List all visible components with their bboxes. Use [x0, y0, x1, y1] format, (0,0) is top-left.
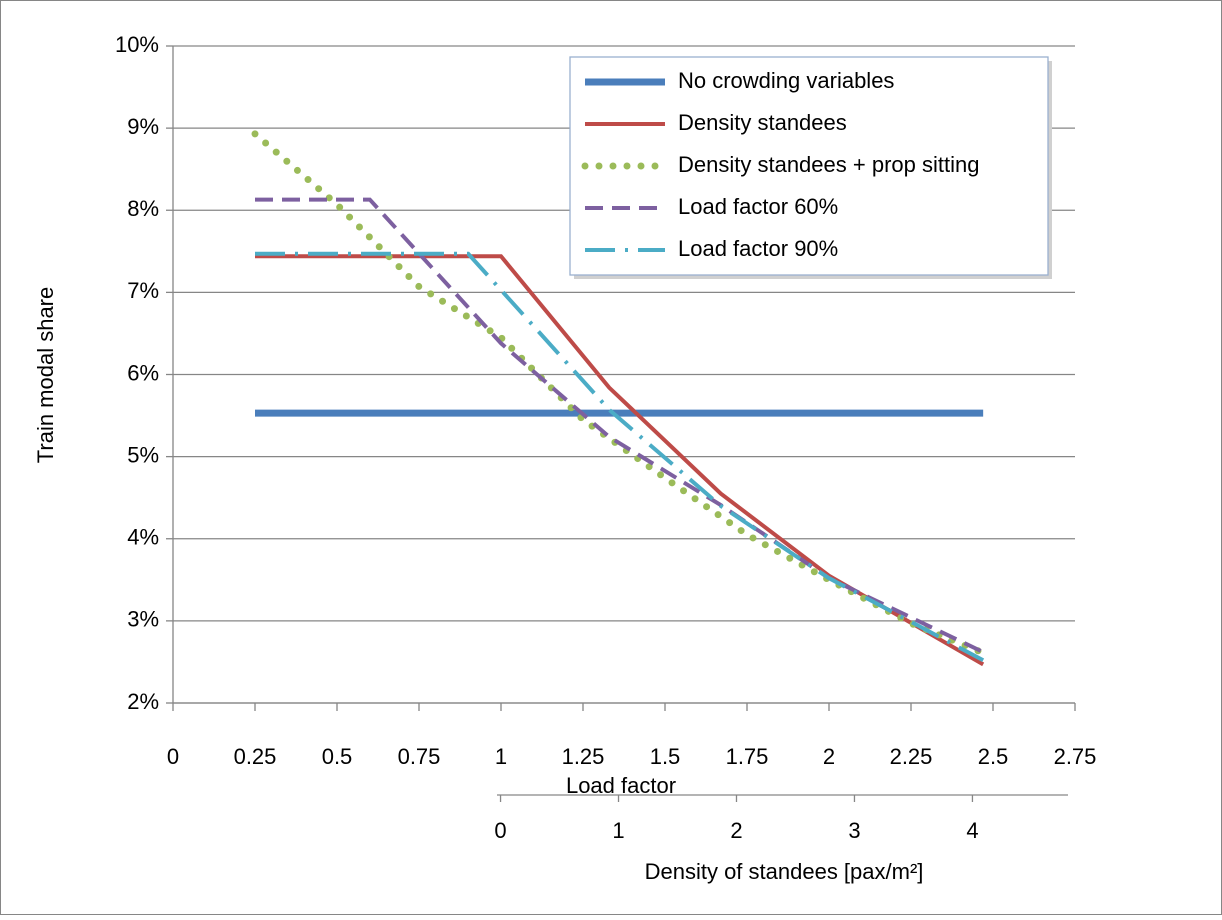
x-tick-label: 1.25 [562, 744, 605, 769]
y-tick-label: 5% [127, 442, 159, 467]
x-tick-label: 0 [167, 744, 179, 769]
legend-label: Load factor 60% [678, 194, 838, 219]
x-tick-label: 2.25 [890, 744, 933, 769]
legend-label: Density standees + prop sitting [678, 152, 979, 177]
legend-box [569, 56, 1049, 276]
y-tick-label: 6% [127, 360, 159, 385]
y-axis-title: Train modal share [33, 287, 58, 463]
y-tick-label: 4% [127, 525, 159, 550]
series-line [255, 251, 985, 663]
x-tick-label: 2.5 [978, 744, 1009, 769]
legend-label: Load factor 90% [678, 236, 838, 261]
x2-axis-title: Density of standees [pax/m²] [645, 859, 924, 884]
y-tick-label: 10% [115, 32, 159, 57]
x2-tick-label: 4 [966, 818, 978, 843]
y-tick-label: 7% [127, 278, 159, 303]
x-axis-title: Load factor [566, 773, 676, 798]
x-tick-label: 1.75 [726, 744, 769, 769]
x-tick-label: 0.75 [398, 744, 441, 769]
x-tick-label: 0.5 [322, 744, 353, 769]
y-tick-label: 3% [127, 607, 159, 632]
y-tick-label: 2% [127, 689, 159, 714]
legend-label: Density standees [678, 110, 847, 135]
x2-tick-label: 1 [612, 818, 624, 843]
x-tick-label: 1.5 [650, 744, 681, 769]
x2-tick-label: 2 [730, 818, 742, 843]
x-tick-label: 2 [823, 744, 835, 769]
x2-tick-label: 0 [494, 818, 506, 843]
x2-tick-label: 3 [848, 818, 860, 843]
legend-label: No crowding variables [678, 68, 894, 93]
series-line [251, 130, 987, 657]
x-tick-label: 1 [495, 744, 507, 769]
y-tick-label: 9% [127, 114, 159, 139]
x-tick-label: 0.25 [234, 744, 277, 769]
y-tick-label: 8% [127, 196, 159, 221]
x-tick-label: 2.75 [1054, 744, 1097, 769]
